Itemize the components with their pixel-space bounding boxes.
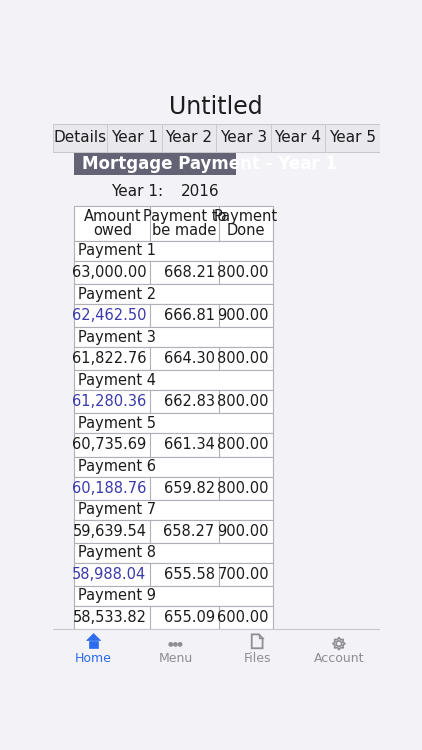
Polygon shape — [87, 634, 100, 640]
Text: 59,639.54: 59,639.54 — [73, 524, 146, 538]
Text: 900.00: 900.00 — [217, 524, 269, 538]
Text: 662.83: 662.83 — [164, 394, 215, 410]
Text: Payment 3: Payment 3 — [78, 330, 156, 345]
Text: Payment 4: Payment 4 — [78, 373, 156, 388]
Text: 655.09: 655.09 — [164, 610, 215, 625]
Bar — [271, 124, 325, 152]
Text: Year 1: Year 1 — [111, 130, 158, 146]
Bar — [74, 500, 273, 520]
Bar — [74, 520, 273, 543]
Text: 668.21: 668.21 — [164, 265, 215, 280]
Text: 655.58: 655.58 — [164, 567, 215, 582]
Text: 800.00: 800.00 — [217, 265, 269, 280]
Text: Payment 7: Payment 7 — [78, 503, 157, 518]
Circle shape — [174, 643, 177, 646]
Bar — [74, 327, 273, 347]
Text: Untitled: Untitled — [170, 95, 263, 119]
Text: Payment: Payment — [214, 209, 278, 224]
Text: 61,280.36: 61,280.36 — [72, 394, 146, 410]
Text: Year 1:: Year 1: — [111, 184, 163, 200]
Bar — [216, 124, 271, 152]
Text: 659.82: 659.82 — [164, 481, 215, 496]
Text: Files: Files — [243, 652, 271, 664]
Text: 900.00: 900.00 — [217, 308, 269, 323]
Text: Payment 1: Payment 1 — [78, 244, 156, 259]
Text: 58,533.82: 58,533.82 — [73, 610, 146, 625]
Bar — [74, 284, 273, 304]
Text: 63,000.00: 63,000.00 — [72, 265, 146, 280]
Bar — [74, 476, 273, 500]
Bar — [74, 241, 273, 261]
Text: 61,822.76: 61,822.76 — [72, 351, 146, 366]
Text: Mortgage Payment - Year 1: Mortgage Payment - Year 1 — [82, 155, 337, 173]
Bar — [74, 347, 273, 370]
Text: Home: Home — [75, 652, 112, 664]
Bar — [74, 606, 273, 629]
Text: Payment 6: Payment 6 — [78, 459, 156, 474]
Bar — [74, 433, 273, 457]
Text: 700.00: 700.00 — [217, 567, 269, 582]
Bar — [74, 304, 273, 327]
Text: 62,462.50: 62,462.50 — [72, 308, 146, 323]
Bar — [53, 629, 380, 668]
Text: 661.34: 661.34 — [164, 437, 215, 452]
Bar — [74, 562, 273, 586]
Bar — [74, 457, 273, 476]
Text: Payment 9: Payment 9 — [78, 589, 156, 604]
Text: 658.27: 658.27 — [163, 524, 215, 538]
Bar — [89, 640, 98, 648]
Text: Amount: Amount — [84, 209, 141, 224]
Text: 58,988.04: 58,988.04 — [72, 567, 146, 582]
Bar — [74, 153, 235, 175]
Text: Payment 5: Payment 5 — [78, 416, 156, 431]
Text: 664.30: 664.30 — [164, 351, 215, 366]
Text: owed: owed — [93, 223, 132, 238]
Bar — [74, 543, 273, 562]
Text: Year 4: Year 4 — [275, 130, 322, 146]
Bar — [74, 370, 273, 390]
Text: Year 5: Year 5 — [329, 130, 376, 146]
Bar — [74, 390, 273, 413]
Bar — [325, 124, 380, 152]
Bar — [74, 586, 273, 606]
Bar — [74, 206, 273, 241]
Bar — [74, 261, 273, 284]
Text: 60,735.69: 60,735.69 — [72, 437, 146, 452]
Text: be made: be made — [152, 223, 216, 238]
Text: Payment 8: Payment 8 — [78, 545, 156, 560]
Text: Menu: Menu — [158, 652, 192, 664]
Bar — [53, 124, 107, 152]
Text: Done: Done — [227, 223, 265, 238]
Text: 800.00: 800.00 — [217, 437, 269, 452]
Text: 800.00: 800.00 — [217, 481, 269, 496]
Circle shape — [179, 643, 182, 646]
Text: 2016: 2016 — [181, 184, 219, 200]
Text: 800.00: 800.00 — [217, 351, 269, 366]
Text: Payment to: Payment to — [143, 209, 226, 224]
Bar — [107, 124, 162, 152]
Text: 800.00: 800.00 — [217, 394, 269, 410]
Bar — [74, 413, 273, 434]
Text: Year 2: Year 2 — [165, 130, 213, 146]
Text: 666.81: 666.81 — [164, 308, 215, 323]
Text: Details: Details — [54, 130, 107, 146]
Bar — [162, 124, 216, 152]
Text: Account: Account — [314, 652, 364, 664]
Circle shape — [169, 643, 173, 646]
Text: 600.00: 600.00 — [217, 610, 269, 625]
Text: 60,188.76: 60,188.76 — [72, 481, 146, 496]
Text: Payment 2: Payment 2 — [78, 286, 157, 302]
Text: Year 3: Year 3 — [220, 130, 267, 146]
